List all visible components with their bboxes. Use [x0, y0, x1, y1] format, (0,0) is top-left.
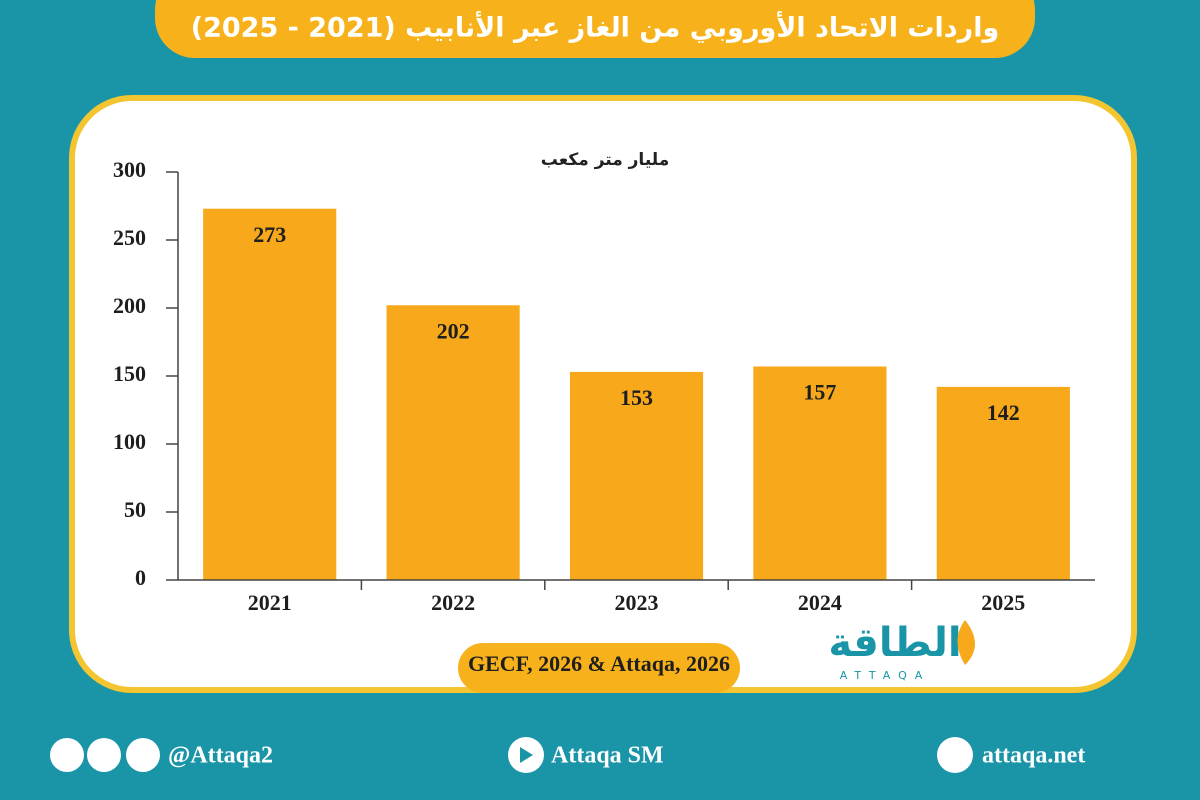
x-icon[interactable] — [50, 738, 84, 772]
chart-title: واردات الاتحاد الأوروبي من الغاز عبر الأ… — [191, 11, 999, 44]
social-handle[interactable]: @Attaqa2 — [168, 743, 273, 769]
title-banner — [155, 0, 1035, 58]
x-tick-label: 2021 — [248, 590, 292, 615]
bar — [386, 305, 520, 580]
logo-latin: ATTAQA — [840, 669, 931, 682]
y-tick-label: 50 — [124, 497, 146, 522]
bar — [753, 366, 887, 580]
logo-name: الطاقة — [828, 620, 961, 666]
source: GECF, 2026 & Attaqa, 2026 — [468, 651, 730, 676]
y-tick-label: 100 — [113, 429, 146, 454]
y-tick-label: 300 — [113, 157, 146, 182]
x-tick-label: 2023 — [615, 590, 659, 615]
value-label: 202 — [437, 318, 470, 343]
bar — [569, 371, 704, 580]
value-label: 142 — [987, 400, 1020, 425]
source-pill — [458, 643, 740, 693]
logo-flame — [957, 620, 975, 665]
y-axis-label: مليار متر مكعب — [541, 150, 669, 170]
bar — [203, 208, 337, 580]
website[interactable]: attaqa.net — [982, 743, 1085, 769]
value-label: 273 — [253, 222, 286, 247]
x-tick-label: 2022 — [431, 590, 475, 615]
x-tick-label: 2025 — [981, 590, 1025, 615]
globe-icon[interactable] — [937, 737, 973, 773]
facebook-icon[interactable] — [126, 738, 160, 772]
y-tick-label: 0 — [135, 565, 146, 590]
y-tick-label: 250 — [113, 225, 146, 250]
instagram-icon[interactable] — [87, 738, 121, 772]
x-tick-label: 2024 — [798, 590, 842, 615]
value-label: 153 — [620, 385, 653, 410]
bar — [936, 386, 1070, 580]
y-tick-label: 200 — [113, 293, 146, 318]
value-label: 157 — [803, 380, 836, 405]
y-tick-label: 150 — [113, 361, 146, 386]
plot: 0 50 100 150 200 250 300 2021 273 2022 202 2023 153 2… — [113, 157, 1070, 615]
youtube-name[interactable]: Attaqa SM — [551, 743, 664, 769]
youtube-play — [520, 747, 533, 763]
